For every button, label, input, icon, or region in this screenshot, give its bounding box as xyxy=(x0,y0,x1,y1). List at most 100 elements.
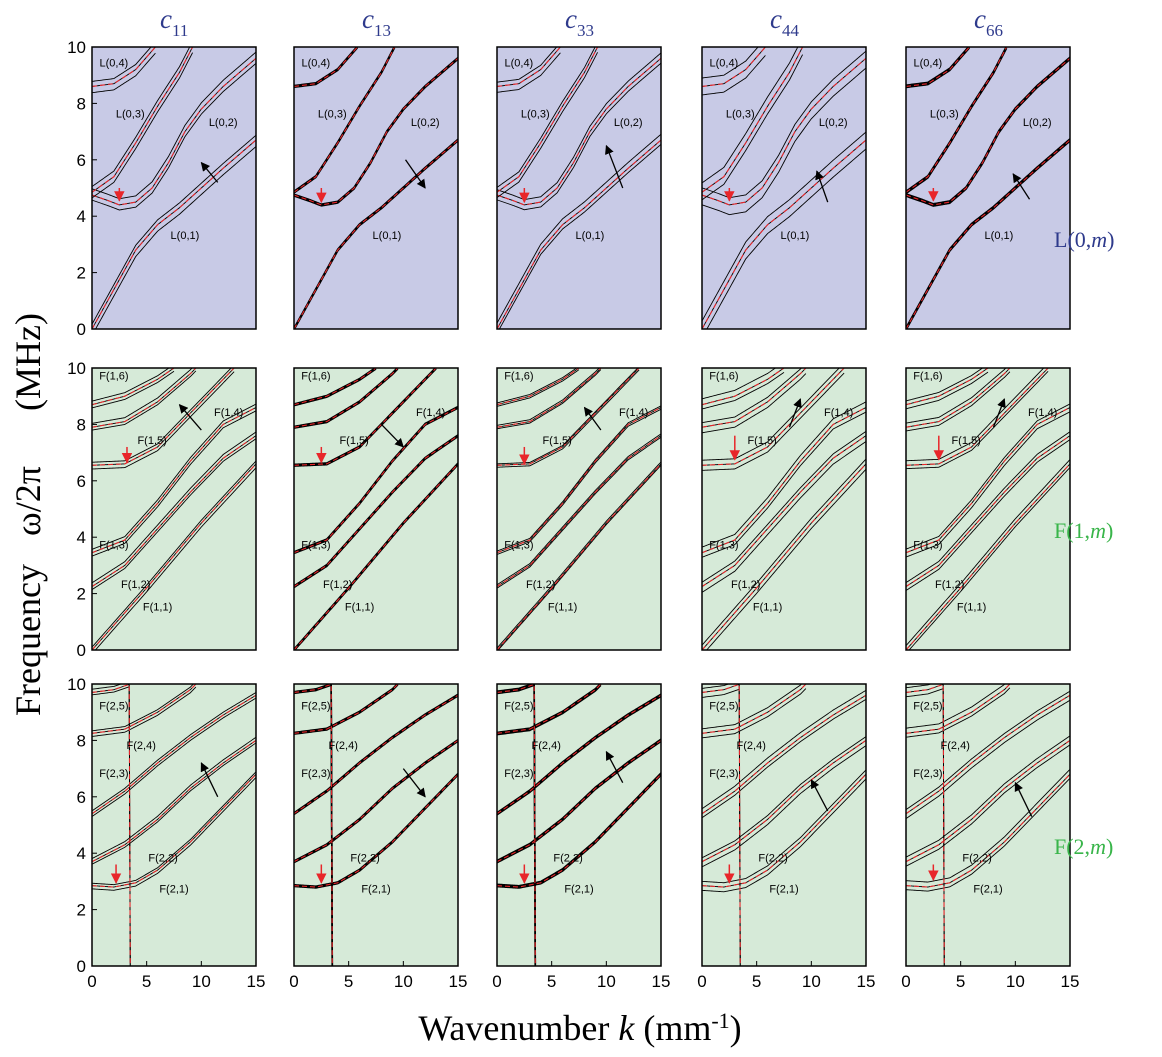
nominal-curve-F(2,2) xyxy=(906,739,1070,863)
nominal-curve-F(2,1) xyxy=(906,773,1070,888)
panel-background xyxy=(702,368,866,650)
y-tick-label: 6 xyxy=(77,472,86,491)
nominal-curve-F(2,3) xyxy=(497,694,661,815)
mode-label: L(0,4) xyxy=(913,58,942,70)
panel-frame xyxy=(905,46,1071,330)
perturbed-curve-F(1,6) xyxy=(702,371,785,410)
mode-label: L(0,4) xyxy=(504,58,533,70)
mode-label: F(1,1) xyxy=(143,602,172,614)
perturbed-curve-F(1,5) xyxy=(294,368,399,428)
perturbed-curve-F(2,3) xyxy=(92,692,256,812)
mode-label: F(2,5) xyxy=(709,700,738,712)
mode-label: F(1,6) xyxy=(913,370,942,382)
perturbed-curve-L(0,4) xyxy=(906,47,970,86)
perturbed-curve-F(1,1) xyxy=(294,462,458,650)
x-tick-label: 15 xyxy=(1061,972,1080,991)
trend-arrow xyxy=(402,768,426,798)
nominal-curve-F(2,2) xyxy=(702,739,866,863)
mode-label: F(2,1) xyxy=(361,884,390,896)
mode-label: F(2,4) xyxy=(941,740,970,752)
mode-label: F(2,4) xyxy=(127,740,156,752)
panel-F1-c44: F(1,1) F(1,2) F(1,3) F(1,4) F(1,5) F(1,6) xyxy=(701,367,867,651)
x-tick-label: 5 xyxy=(956,972,965,991)
perturbed-curve-F(2,2) xyxy=(92,736,256,859)
perturbed-curve-L(0,3) xyxy=(702,54,803,201)
panel-background xyxy=(92,47,256,329)
perturbed-curve-F(1,1) xyxy=(702,458,866,646)
panel-frame xyxy=(496,683,662,967)
mode-label: L(0,1) xyxy=(985,230,1014,242)
panel-frame xyxy=(293,367,459,651)
nominal-curve-F(1,2) xyxy=(497,435,661,588)
nominal-curve-F(2,2) xyxy=(497,739,661,863)
x-tick-label: 10 xyxy=(192,972,211,991)
panel-frame xyxy=(496,46,662,330)
perturbed-curve-F(1,5) xyxy=(906,368,1007,424)
row-label-L: L(0,m) xyxy=(1054,227,1114,252)
perturbed-curve-L(0,4) xyxy=(497,52,561,93)
panel-frame xyxy=(91,683,257,967)
curves xyxy=(702,684,866,966)
mode-label: F(1,2) xyxy=(121,579,150,591)
perturbed-curve-F(1,6) xyxy=(702,368,777,400)
perturbed-curve-F(1,3) xyxy=(92,403,256,550)
curves xyxy=(294,368,458,650)
perturbed-curve-F(1,3) xyxy=(92,410,256,557)
x-axis-label-exponent: -1 xyxy=(711,1008,729,1033)
perturbed-curve-L(0,1) xyxy=(92,134,256,325)
mode-label: F(1,4) xyxy=(824,407,853,419)
perturbed-curve-L(0,2) xyxy=(497,57,661,206)
perturbed-curve-L(0,2) xyxy=(92,63,256,211)
mode-label: F(2,4) xyxy=(737,740,766,752)
mode-label: F(2,2) xyxy=(148,853,177,865)
x-tick-label: 0 xyxy=(289,972,298,991)
perturbed-curve-L(0,1) xyxy=(706,148,866,329)
nominal-curve-F(2,3) xyxy=(702,694,866,815)
perturbed-curve-F(1,5) xyxy=(497,369,602,430)
perturbed-curve-F(2,3) xyxy=(906,699,1070,820)
nominal-curve-L(0,3) xyxy=(906,47,1008,193)
trend-arrow xyxy=(404,159,426,189)
trend-arrow xyxy=(810,779,829,812)
perturbed-curve-F(2,1) xyxy=(702,778,866,893)
perturbed-curve-F(1,3) xyxy=(497,408,661,555)
perturbed-curve-F(1,4) xyxy=(92,368,232,463)
x-axis-label-text: Wavenumber xyxy=(418,1008,618,1048)
y-tick-label: 8 xyxy=(77,731,86,750)
perturbed-curve-F(1,3) xyxy=(702,401,866,548)
mode-label: F(2,2) xyxy=(350,853,379,865)
perturbed-curve-F(1,6) xyxy=(497,369,580,407)
perturbed-curve-F(1,6) xyxy=(906,371,989,410)
mode-label: F(1,5) xyxy=(339,435,368,447)
perturbed-curve-F(2,2) xyxy=(497,738,661,862)
curves xyxy=(906,47,1070,329)
curves xyxy=(702,368,866,650)
nominal-curve-F(1,4) xyxy=(92,368,235,466)
nominal-curve-F(2,1) xyxy=(92,773,256,888)
perturbed-curve-F(2,1) xyxy=(497,772,661,887)
x-tick-label: 5 xyxy=(752,972,761,991)
perturbed-curve-F(2,3) xyxy=(702,698,866,819)
column-label-c66: c66 xyxy=(974,4,1003,40)
trend-arrow xyxy=(605,144,624,189)
y-tick-label: 0 xyxy=(77,320,86,339)
nominal-curve-F(1,1) xyxy=(294,463,458,650)
nominal-curve-F(1,4) xyxy=(906,368,1049,466)
nominal-curve-F(2,5) xyxy=(906,684,945,966)
y-tick-label: 0 xyxy=(77,641,86,660)
nominal-curve-L(0,1) xyxy=(294,139,458,329)
panel-L-c11: L(0,1) L(0,2) L(0,3) L(0,4) 0 2 4 6 8 10 xyxy=(67,38,257,339)
nominal-curve-F(2,2) xyxy=(294,739,458,863)
curves xyxy=(906,368,1070,650)
perturbed-curve-F(1,2) xyxy=(702,441,866,593)
curves xyxy=(92,684,256,966)
panel-F1-c66: F(1,1) F(1,2) F(1,3) F(1,4) F(1,5) F(1,6) xyxy=(905,367,1071,651)
perturbed-curve-F(1,3) xyxy=(497,405,661,552)
x-tick-label: 5 xyxy=(344,972,353,991)
x-tick-label: 10 xyxy=(597,972,616,991)
mode-label: F(2,3) xyxy=(709,768,738,780)
nominal-curve-F(2,4) xyxy=(497,684,602,734)
perturbed-curve-F(1,2) xyxy=(906,431,1070,583)
trend-arrow xyxy=(380,423,404,448)
